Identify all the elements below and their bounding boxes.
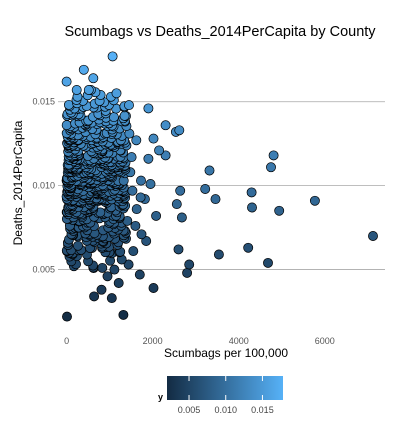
- data-point: [213, 249, 224, 260]
- data-point: [111, 88, 122, 99]
- x-axis-title: Scumbags per 100,000: [164, 346, 288, 360]
- data-point: [97, 262, 108, 273]
- data-point: [83, 85, 94, 95]
- data-point: [171, 199, 182, 210]
- data-point: [106, 293, 117, 304]
- data-point: [88, 73, 99, 84]
- data-point: [173, 244, 184, 255]
- data-point: [184, 259, 195, 270]
- data-points: [61, 51, 378, 322]
- legend-tick-label: 0.010: [214, 405, 237, 415]
- x-tick-label: 6000: [315, 336, 335, 346]
- data-point: [128, 246, 139, 257]
- y-axis-ticks: 0.005 0.010 0.015: [32, 97, 55, 275]
- data-point: [143, 103, 154, 114]
- data-point: [136, 175, 146, 186]
- data-point: [160, 150, 171, 161]
- data-point: [113, 278, 124, 288]
- data-point: [126, 152, 137, 163]
- data-point: [160, 120, 171, 131]
- data-point: [200, 184, 211, 194]
- data-point: [266, 162, 276, 173]
- data-point: [123, 259, 134, 270]
- data-point: [135, 192, 146, 203]
- data-point: [89, 291, 100, 302]
- data-point: [145, 179, 156, 189]
- legend-colorbar: [167, 376, 283, 400]
- data-point: [78, 64, 89, 75]
- data-point: [148, 133, 159, 144]
- data-point: [268, 150, 279, 161]
- data-point: [124, 100, 134, 111]
- x-tick-label: 0: [64, 336, 69, 346]
- y-tick-label: 0.015: [32, 97, 55, 107]
- color-legend: y 0.005 0.010 0.015: [158, 376, 283, 415]
- data-point: [141, 236, 152, 246]
- data-point: [136, 229, 147, 240]
- data-point: [131, 135, 142, 146]
- legend-ticks: 0.005 0.010 0.015: [178, 376, 274, 415]
- data-point: [274, 205, 285, 216]
- x-axis-ticks: 0 2000 4000 6000: [64, 336, 335, 346]
- legend-tick-label: 0.015: [251, 405, 274, 415]
- data-point: [73, 240, 83, 251]
- data-point: [119, 110, 130, 121]
- data-point: [62, 311, 72, 322]
- data-point: [204, 165, 215, 176]
- data-point: [247, 202, 257, 213]
- data-point: [154, 145, 165, 156]
- data-point: [182, 267, 193, 278]
- data-point: [309, 195, 320, 206]
- data-point: [96, 284, 107, 295]
- data-point: [263, 257, 273, 268]
- data-point: [151, 210, 162, 221]
- data-point: [243, 242, 254, 253]
- data-point: [118, 309, 129, 320]
- data-point: [102, 271, 113, 282]
- data-point: [130, 220, 141, 231]
- data-point: [368, 231, 378, 241]
- data-point: [210, 194, 221, 205]
- x-tick-label: 2000: [143, 336, 163, 346]
- y-axis-title: Deaths_2014PerCapita: [11, 120, 25, 245]
- data-point: [61, 120, 72, 131]
- data-point: [131, 204, 142, 215]
- data-point: [134, 269, 145, 280]
- y-tick-label: 0.005: [32, 265, 55, 275]
- data-point: [109, 264, 120, 275]
- data-point: [148, 283, 159, 293]
- data-point: [127, 185, 138, 196]
- legend-tick-label: 0.005: [178, 405, 201, 415]
- data-point: [71, 85, 82, 95]
- data-point: [107, 51, 118, 62]
- data-point: [143, 153, 154, 164]
- data-point: [176, 212, 187, 223]
- data-point: [174, 125, 185, 136]
- y-tick-label: 0.010: [32, 181, 55, 191]
- x-tick-label: 4000: [229, 336, 249, 346]
- data-point: [175, 185, 186, 196]
- data-point: [61, 76, 72, 87]
- chart-title: Scumbags vs Deaths_2014PerCapita by Coun…: [64, 24, 376, 40]
- data-point: [246, 187, 257, 198]
- legend-title: y: [158, 392, 163, 402]
